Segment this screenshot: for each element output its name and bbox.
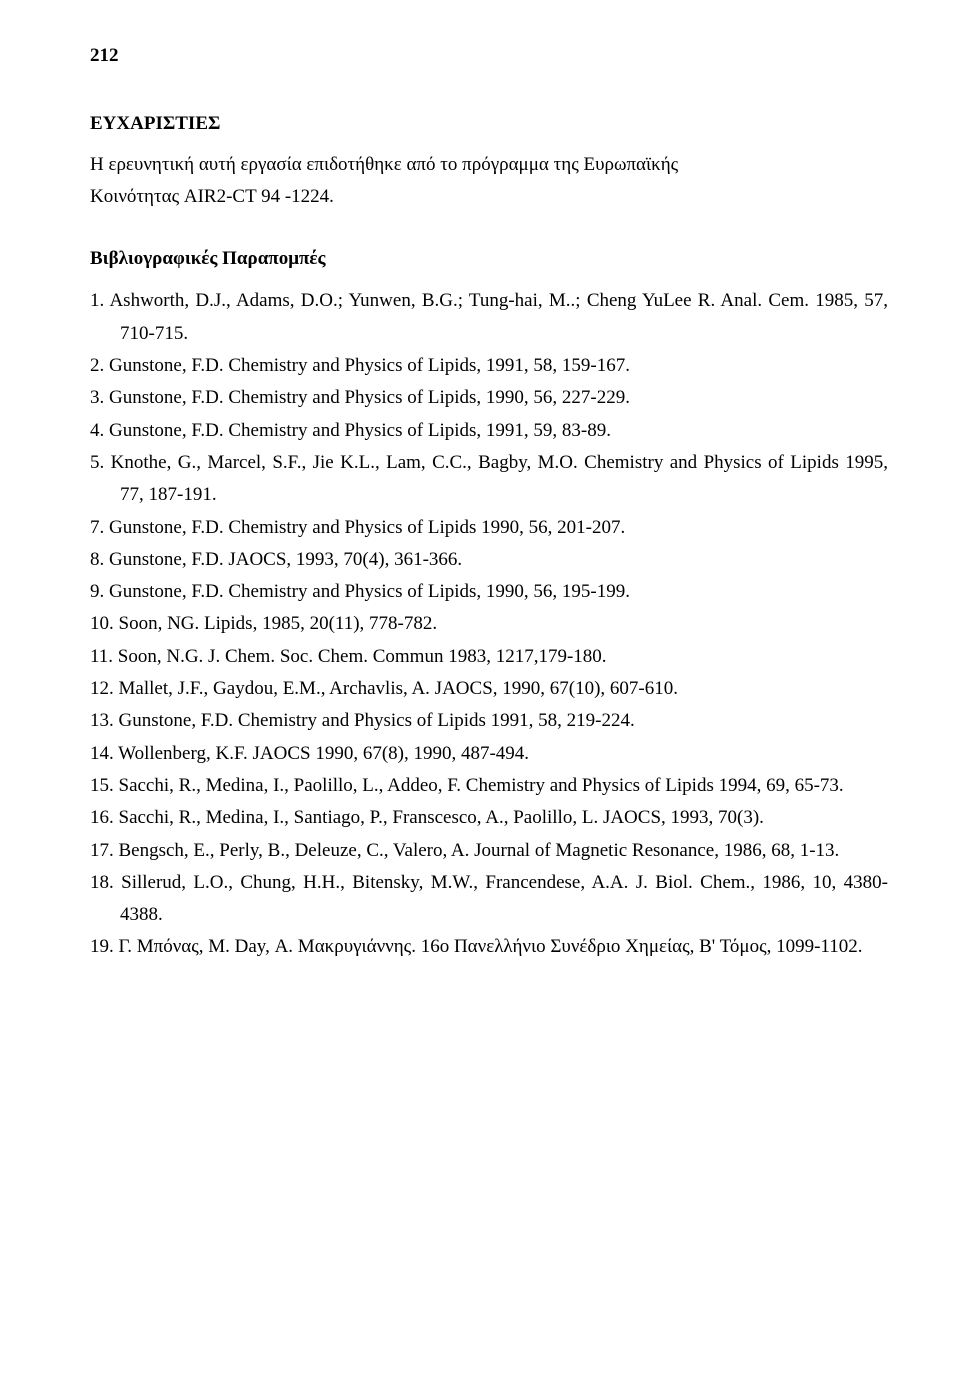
reference-item: 13. Gunstone, F.D. Chemistry and Physics… [90, 705, 888, 737]
ack-line-1: Η ερευνητική αυτή εργασία επιδοτήθηκε απ… [90, 149, 888, 181]
reference-item: 3. Gunstone, F.D. Chemistry and Physics … [90, 382, 888, 414]
ack-heading: ΕΥΧΑΡΙΣΤΙΕΣ [90, 108, 888, 140]
reference-item: 17. Bengsch, E., Perly, B., Deleuze, C.,… [90, 835, 888, 867]
ack-line-2: Κοινότητας AIR2-CT 94 -1224. [90, 181, 888, 213]
reference-item: 10. Soon, NG. Lipids, 1985, 20(11), 778-… [90, 608, 888, 640]
reference-item: 9. Gunstone, F.D. Chemistry and Physics … [90, 576, 888, 608]
reference-item: 12. Mallet, J.F., Gaydou, E.M., Archavli… [90, 673, 888, 705]
reference-item: 14. Wollenberg, K.F. JAOCS 1990, 67(8), … [90, 738, 888, 770]
reference-item: 8. Gunstone, F.D. JAOCS, 1993, 70(4), 36… [90, 544, 888, 576]
references-heading: Βιβλιογραφικές Παραπομπές [90, 243, 888, 275]
reference-item: 19. Γ. Μπόνας, Μ. Day, Α. Μακρυγιάννης. … [90, 931, 888, 963]
reference-item: 1. Ashworth, D.J., Adams, D.O.; Yunwen, … [90, 285, 888, 350]
reference-item: 16. Sacchi, R., Medina, I., Santiago, P.… [90, 802, 888, 834]
reference-item: 18. Sillerud, L.O., Chung, H.H., Bitensk… [90, 867, 888, 932]
reference-item: 15. Sacchi, R., Medina, I., Paolillo, L.… [90, 770, 888, 802]
reference-item: 2. Gunstone, F.D. Chemistry and Physics … [90, 350, 888, 382]
reference-item: 5. Knothe, G., Marcel, S.F., Jie K.L., L… [90, 447, 888, 512]
references-list: 1. Ashworth, D.J., Adams, D.O.; Yunwen, … [90, 285, 888, 963]
reference-item: 7. Gunstone, F.D. Chemistry and Physics … [90, 512, 888, 544]
reference-item: 11. Soon, N.G. J. Chem. Soc. Chem. Commu… [90, 641, 888, 673]
reference-item: 4. Gunstone, F.D. Chemistry and Physics … [90, 415, 888, 447]
page-number: 212 [90, 40, 888, 72]
